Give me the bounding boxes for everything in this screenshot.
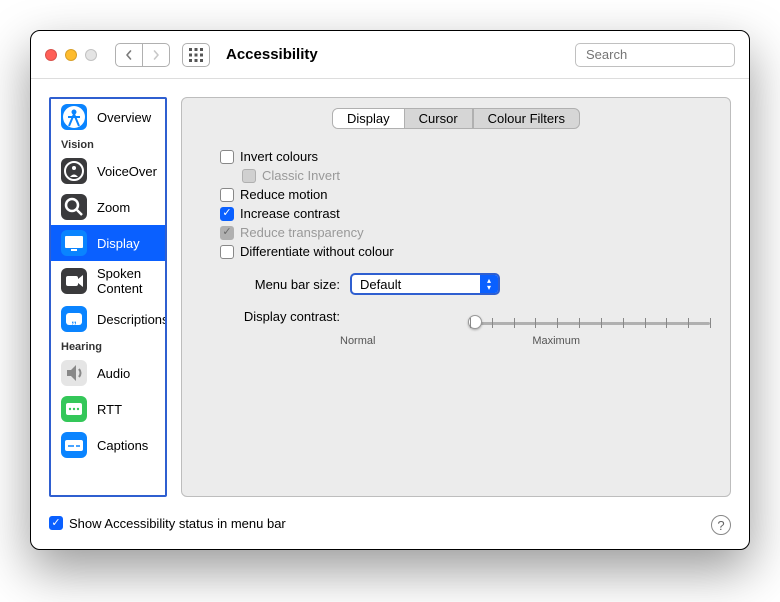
sidebar-item-label: Zoom [97, 200, 130, 215]
display-contrast-slider[interactable] [470, 313, 710, 333]
audio-icon [61, 360, 87, 386]
forward-button[interactable] [142, 43, 170, 67]
slider-max-label: Maximum [532, 335, 580, 347]
invert-colours-row[interactable]: Invert colours [220, 149, 710, 164]
classic-invert-row: Classic Invert [242, 168, 710, 183]
sidebar-header-hearing: Hearing [51, 337, 165, 355]
sidebar-item-label: Captions [97, 438, 148, 453]
slider-tick [666, 318, 667, 328]
slider-tick [557, 318, 558, 328]
zoom-icon [61, 194, 87, 220]
traffic-lights [45, 49, 97, 61]
sidebar-item-label: Audio [97, 366, 130, 381]
sidebar-item-audio[interactable]: Audio [51, 355, 165, 391]
increase-contrast-row[interactable]: Increase contrast [220, 206, 710, 221]
invert-colours-checkbox[interactable] [220, 150, 234, 164]
slider-tick [623, 318, 624, 328]
reduce-motion-checkbox[interactable] [220, 188, 234, 202]
descriptions-icon: ,, [61, 306, 87, 332]
menu-bar-size-select[interactable]: Default [350, 273, 500, 295]
footer: Show Accessibility status in menu bar ? [31, 507, 749, 549]
minimize-icon[interactable] [65, 49, 77, 61]
slider-tick [710, 318, 711, 328]
sidebar-item-captions[interactable]: Captions [51, 427, 165, 463]
menu-bar-size-label: Menu bar size: [220, 277, 340, 292]
captions-icon [61, 432, 87, 458]
page-title: Accessibility [226, 46, 318, 63]
classic-invert-checkbox [242, 169, 256, 183]
slider-tick [470, 318, 471, 328]
help-button[interactable]: ? [711, 515, 731, 535]
slider-tick [514, 318, 515, 328]
reduce-transparency-row: Reduce transparency [220, 225, 710, 240]
content-area: Overview Vision VoiceOver Zoom Display Spoken… [31, 79, 749, 507]
differentiate-checkbox[interactable] [220, 245, 234, 259]
reduce-motion-row[interactable]: Reduce motion [220, 187, 710, 202]
sidebar-item-label: Display [97, 236, 140, 251]
slider-tick [688, 318, 689, 328]
increase-contrast-checkbox[interactable] [220, 207, 234, 221]
sidebar-item-label: RTT [97, 402, 122, 417]
slider-tick [645, 318, 646, 328]
slider-tick [601, 318, 602, 328]
status-checkbox[interactable] [49, 516, 63, 530]
spoken-icon [61, 268, 87, 294]
slider-min-label: Normal [340, 335, 375, 347]
menu-bar-size-value: Default [360, 277, 401, 292]
back-button[interactable] [115, 43, 143, 67]
search-field[interactable] [575, 43, 735, 67]
sidebar-item-zoom[interactable]: Zoom [51, 189, 165, 225]
sidebar-item-voiceover[interactable]: VoiceOver [51, 153, 165, 189]
display-contrast-label: Display contrast: [220, 309, 340, 324]
slider-tick [492, 318, 493, 328]
display-contrast-field: Display contrast: Normal Maximum [220, 309, 710, 347]
nav-buttons [115, 43, 170, 67]
reduce-transparency-label: Reduce transparency [240, 225, 364, 240]
slider-tick [535, 318, 536, 328]
rtt-icon [61, 396, 87, 422]
classic-invert-label: Classic Invert [262, 168, 340, 183]
reduce-transparency-checkbox [220, 226, 234, 240]
sidebar-item-label: Descriptions [97, 312, 167, 327]
display-icon [61, 230, 87, 256]
sidebar[interactable]: Overview Vision VoiceOver Zoom Display Spoken… [49, 97, 167, 497]
tab-cursor[interactable]: Cursor [405, 109, 473, 128]
display-options: Invert colours Classic Invert Reduce mot… [220, 149, 710, 347]
sidebar-item-display[interactable]: Display [51, 225, 165, 261]
slider-track [470, 322, 710, 325]
differentiate-label: Differentiate without colour [240, 244, 394, 259]
sidebar-item-label: Overview [97, 110, 151, 125]
search-input[interactable] [586, 47, 750, 62]
voiceover-icon [61, 158, 87, 184]
tab-colour-filters[interactable]: Colour Filters [473, 109, 579, 128]
reduce-motion-label: Reduce motion [240, 187, 327, 202]
sidebar-item-label: Spoken Content [97, 266, 155, 296]
zoom-icon [85, 49, 97, 61]
select-arrows-icon [480, 275, 498, 293]
svg-text:,,: ,, [71, 315, 76, 325]
sidebar-item-spoken[interactable]: Spoken Content [51, 261, 165, 301]
sidebar-item-rtt[interactable]: RTT [51, 391, 165, 427]
titlebar: Accessibility [31, 31, 749, 79]
tab-display[interactable]: Display [333, 109, 405, 128]
main-panel: Display Cursor Colour Filters Invert col… [181, 97, 731, 497]
accessibility-window: Accessibility Overview Vision VoiceOver Zoo… [30, 30, 750, 550]
slider-tick [579, 318, 580, 328]
close-icon[interactable] [45, 49, 57, 61]
invert-colours-label: Invert colours [240, 149, 318, 164]
tab-bar: Display Cursor Colour Filters [202, 108, 710, 129]
sidebar-header-vision: Vision [51, 135, 165, 153]
sidebar-item-label: VoiceOver [97, 164, 157, 179]
status-label: Show Accessibility status in menu bar [69, 516, 286, 531]
sidebar-item-overview[interactable]: Overview [51, 99, 165, 135]
sidebar-item-descriptions[interactable]: ,, Descriptions [51, 301, 165, 337]
show-all-button[interactable] [182, 43, 210, 67]
differentiate-row[interactable]: Differentiate without colour [220, 244, 710, 259]
menu-bar-size-field: Menu bar size: Default [220, 273, 710, 295]
overview-icon [61, 104, 87, 130]
status-in-menu-bar-row[interactable]: Show Accessibility status in menu bar [49, 516, 286, 531]
increase-contrast-label: Increase contrast [240, 206, 340, 221]
